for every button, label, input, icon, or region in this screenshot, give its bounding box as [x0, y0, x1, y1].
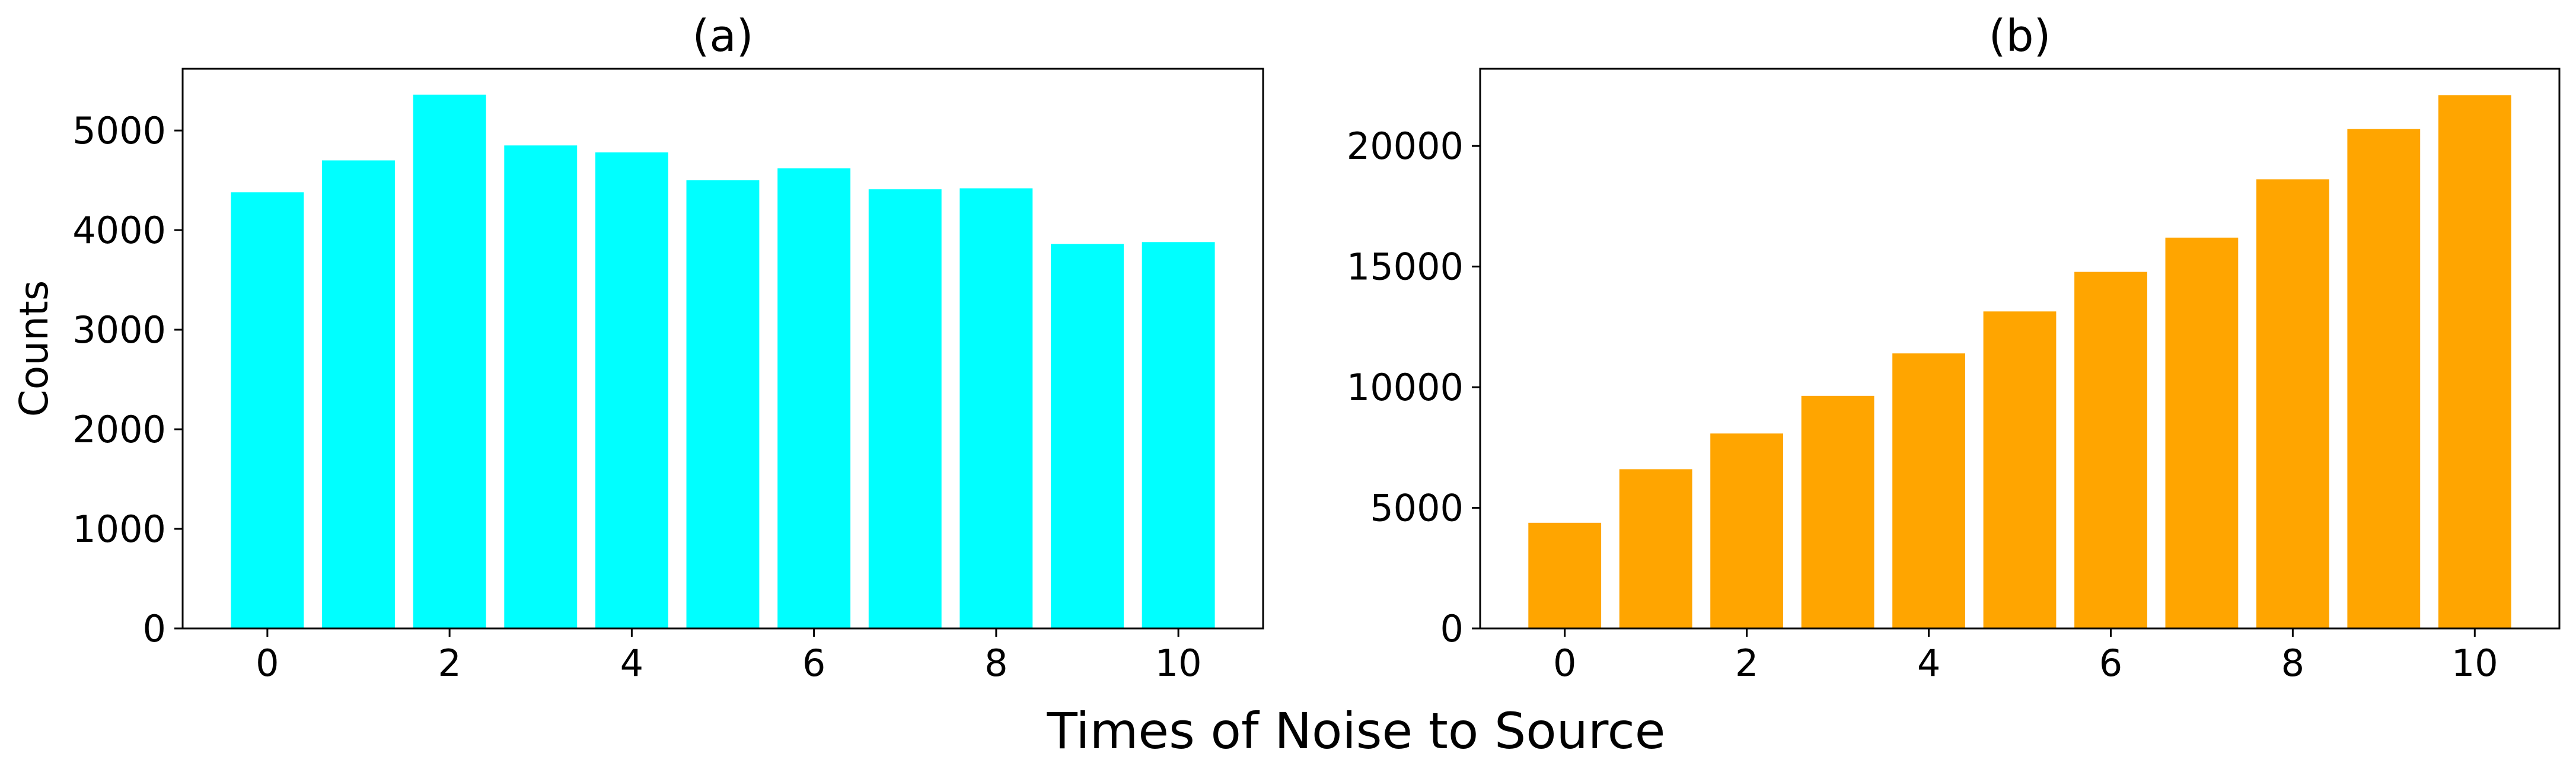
chart-a-bar-10	[1142, 242, 1215, 628]
chart-a-bar-2	[413, 94, 486, 628]
chart-a-bar-6	[777, 168, 851, 628]
chart-b-bar-4	[1892, 353, 1965, 628]
chart-a-x-tick-label: 2	[438, 641, 461, 685]
chart-a-bar-4	[595, 152, 668, 629]
chart-a-axes-frame	[181, 68, 1264, 630]
chart-panel-a: 0 2 4 6 8 10 0 1000 2000 3000 4000 5000 (a) Counts	[11, 11, 1264, 685]
chart-b-y-tick-label: 20000	[1347, 125, 1464, 168]
chart-a-x-tick-label: 8	[984, 641, 1008, 685]
chart-a-bar-0	[231, 192, 304, 628]
chart-b-title: (b)	[1989, 11, 2051, 62]
chart-b-bar-6	[2074, 272, 2147, 629]
chart-b-x-tick-label: 10	[2451, 641, 2498, 685]
chart-b-y-tick-label: 10000	[1347, 366, 1464, 409]
chart-panel-b: 0 2 4 6 8 10 0 5000 10000 15000 20000 (b)	[1347, 11, 2561, 685]
chart-a-bar-5	[686, 180, 760, 629]
chart-a-y-tick-label: 3000	[72, 308, 166, 352]
chart-b-x-tick-label: 6	[2099, 641, 2122, 685]
chart-b-bar-9	[2347, 129, 2421, 628]
chart-b-bar-7	[2165, 237, 2239, 628]
chart-a-bar-8	[959, 188, 1033, 629]
chart-b-x-tick-label: 0	[1553, 641, 1576, 685]
chart-a-y-tick-label: 4000	[72, 209, 166, 252]
chart-a-x-tick-label: 10	[1155, 641, 1202, 685]
chart-b-y-tick-label: 15000	[1347, 245, 1464, 289]
chart-a-y-tick-label: 1000	[72, 507, 166, 551]
chart-a-title: (a)	[692, 11, 753, 62]
chart-b-axes-frame	[1479, 68, 2561, 630]
chart-a-x-tick-label: 6	[802, 641, 825, 685]
chart-b-bar-3	[1801, 395, 1874, 628]
chart-a-x-tick-label: 0	[256, 641, 279, 685]
chart-b-x-tick-label: 8	[2281, 641, 2304, 685]
chart-b-bar-10	[2438, 95, 2511, 628]
chart-b-bar-1	[1619, 469, 1692, 628]
chart-a-bar-1	[322, 160, 395, 628]
chart-a-y-tick-label: 0	[143, 607, 166, 650]
chart-b-y-tick-label: 5000	[1370, 487, 1464, 530]
chart-a-y-axis-label: Counts	[11, 280, 57, 417]
chart-a-y-tick-label: 2000	[72, 408, 166, 451]
chart-a-y-tick-label: 5000	[72, 109, 166, 152]
figure-x-axis-label: Times of Noise to Source	[1047, 702, 1666, 760]
chart-a-bar-3	[504, 145, 578, 629]
chart-b-bar-0	[1528, 522, 1602, 628]
chart-b-x-tick-label: 4	[1917, 641, 1940, 685]
chart-b-y-tick-label: 0	[1440, 607, 1464, 650]
chart-a-bar-7	[868, 189, 942, 628]
chart-b-bar-2	[1710, 433, 1783, 628]
chart-b-bar-5	[1983, 311, 2057, 628]
chart-a-x-tick-label: 4	[620, 641, 643, 685]
chart-b-bar-8	[2256, 179, 2329, 628]
chart-b-x-tick-label: 2	[1735, 641, 1758, 685]
chart-a-bar-9	[1051, 244, 1124, 629]
